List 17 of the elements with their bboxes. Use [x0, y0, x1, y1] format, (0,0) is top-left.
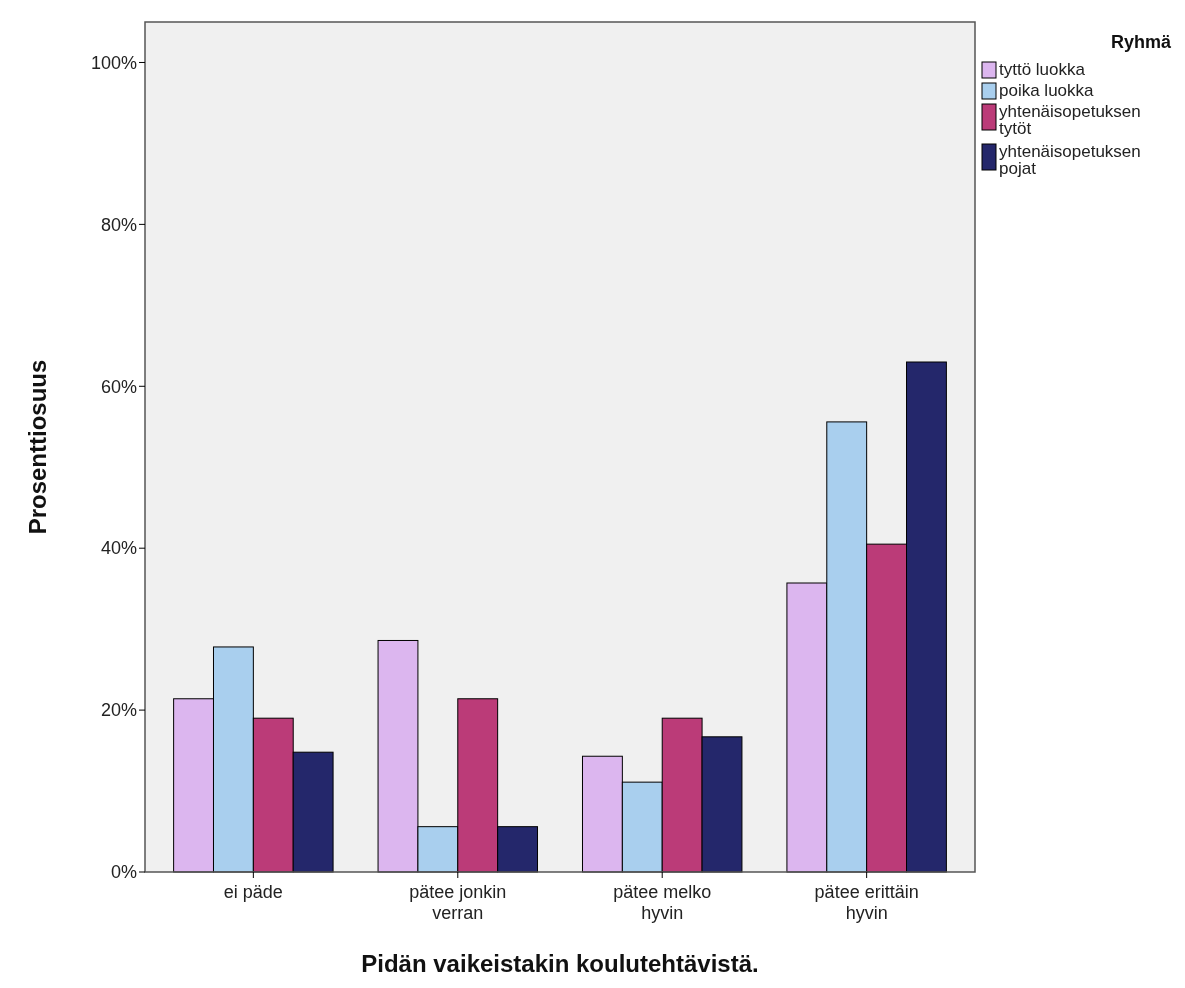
y-tick-label: 60%	[100, 376, 137, 397]
legend-title: Ryhmä	[1110, 32, 1172, 52]
y-tick-label: 100%	[90, 52, 137, 73]
x-tick-label: ei päde	[223, 882, 283, 902]
legend-label: yhtenäisopetuksen pojat	[999, 142, 1141, 178]
y-tick-label: 40%	[100, 538, 137, 559]
legend-label: tyttö luokka	[999, 60, 1086, 79]
y-tick-label: 20%	[100, 700, 137, 721]
y-tick-label: 0%	[110, 862, 137, 883]
y-axis-title: Prosenttiosuus	[24, 359, 51, 535]
x-tick-label: pätee jonkin verran	[409, 882, 507, 923]
legend-label: poika luokka	[999, 81, 1095, 100]
legend-label: yhtenäisopetuksen tytöt	[999, 102, 1141, 138]
y-tick-label: 80%	[100, 214, 137, 235]
x-tick-label: pätee erittäin hyvin	[814, 882, 919, 923]
x-tick-label: pätee melko hyvin	[613, 882, 712, 923]
x-axis-title: Pidän vaikeistakin koulutehtävistä.	[361, 950, 759, 977]
